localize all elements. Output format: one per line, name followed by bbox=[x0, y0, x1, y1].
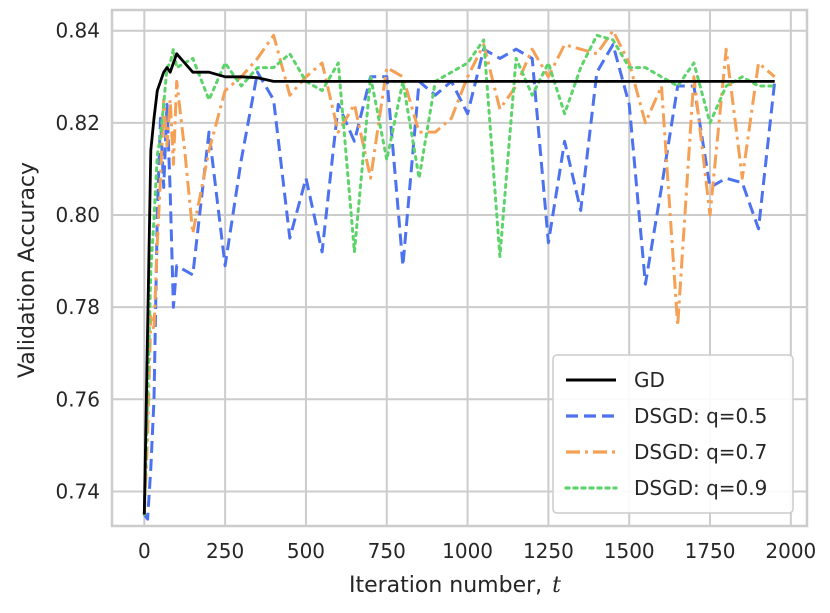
legend-box bbox=[552, 354, 794, 514]
x-tick-label: 1000 bbox=[442, 539, 493, 563]
tick-labels: 0 250 500 750 1000 1250 1500 1750 2000 0.74 0.76 0.… bbox=[55, 19, 816, 563]
legend-label: GD bbox=[634, 368, 665, 392]
y-tick-label: 0.78 bbox=[55, 295, 100, 319]
x-tick-label: 750 bbox=[368, 539, 406, 563]
x-tick-label: 1250 bbox=[523, 539, 574, 563]
x-tick-label: 1750 bbox=[685, 539, 736, 563]
y-tick-label: 0.82 bbox=[55, 111, 100, 135]
y-axis-label: Validation Accuracy bbox=[15, 162, 40, 378]
plot-frame bbox=[110, 8, 809, 528]
series-line-dsgd-q-0-5 bbox=[143, 43, 777, 521]
y-tick-label: 0.84 bbox=[55, 19, 100, 43]
x-tick-label: 0 bbox=[138, 539, 151, 563]
series-layer bbox=[142, 29, 777, 521]
y-tick-label: 0.74 bbox=[55, 479, 100, 503]
x-tick-label: 250 bbox=[206, 539, 244, 563]
legend-label: DSGD: q=0.5 bbox=[634, 404, 767, 428]
x-tick-label: 500 bbox=[287, 539, 325, 563]
legend-label: DSGD: q=0.9 bbox=[634, 476, 767, 500]
series-line-dsgd-q-0-7 bbox=[142, 29, 776, 515]
series-line-gd bbox=[142, 52, 775, 515]
y-tick-label: 0.76 bbox=[55, 387, 100, 411]
x-tick-label: 1500 bbox=[604, 539, 655, 563]
y-tick-label: 0.80 bbox=[55, 203, 100, 227]
x-axis-label: Iteration number, t bbox=[349, 573, 561, 598]
series-line-dsgd-q-0-9 bbox=[142, 33, 777, 516]
legend: GD DSGD: q=0.5 DSGD: q=0.7 DSGD: q=0.9 bbox=[552, 354, 794, 514]
x-tick-label: 2000 bbox=[765, 539, 816, 563]
legend-label: DSGD: q=0.7 bbox=[634, 440, 767, 464]
x-axis-label-variable: t bbox=[552, 573, 561, 598]
